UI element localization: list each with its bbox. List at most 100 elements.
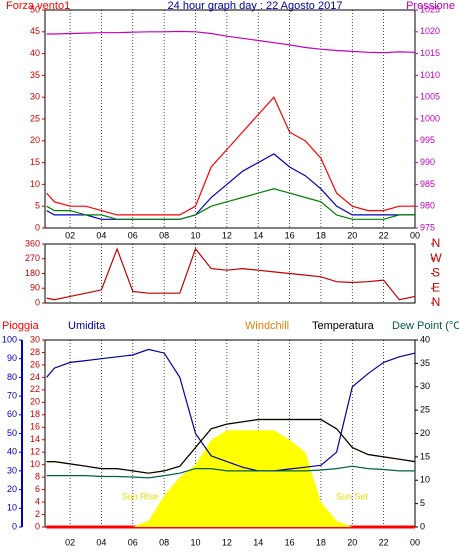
y-tick-label: 2	[35, 509, 40, 519]
x-tick-label: 08	[159, 230, 169, 240]
y2-tick-label: 10	[420, 475, 430, 485]
y-tick-label: 50	[30, 4, 40, 14]
y2-tick-label: E	[432, 280, 440, 294]
y3-tick-label: 20	[7, 484, 17, 494]
y-tick-label: 18	[30, 409, 40, 419]
x-tick-label: 00	[410, 537, 420, 547]
legend-label: Pressione	[406, 0, 455, 12]
line	[46, 465, 415, 479]
y2-tick-label: 15	[420, 451, 430, 461]
y-tick-label: 10	[30, 459, 40, 469]
line	[46, 153, 415, 220]
x-tick-label: 10	[191, 230, 201, 240]
x-tick-label: 20	[347, 230, 357, 240]
annotation: Sun Set	[336, 491, 369, 501]
y-tick-label: 0	[35, 521, 40, 531]
y2-tick-label: S	[432, 266, 440, 280]
y2-tick-label: 5	[420, 498, 425, 508]
y-tick-label: 0	[35, 222, 40, 232]
y2-tick-label: W	[430, 251, 442, 265]
y2-tick-label: 1015	[420, 48, 440, 58]
y2-tick-label: N	[432, 236, 441, 250]
x-tick-label: 06	[128, 230, 138, 240]
x-tick-label: 06	[128, 537, 138, 547]
y2-tick-label: 1000	[420, 113, 440, 123]
x-tick-label: 12	[222, 537, 232, 547]
y-tick-label: 26	[30, 359, 40, 369]
x-tick-label: 22	[379, 230, 389, 240]
y3-tick-label: 10	[7, 503, 17, 513]
x-tick-label: 00	[410, 230, 420, 240]
x-tick-label: 02	[65, 537, 75, 547]
y2-tick-label: N	[432, 295, 441, 309]
y-tick-label: 14	[30, 434, 40, 444]
y-tick-label: 90	[30, 283, 40, 293]
line	[46, 30, 416, 54]
x-tick-label: 16	[285, 537, 295, 547]
y3-tick-label: 90	[7, 353, 17, 363]
y3-tick-label: 30	[7, 465, 17, 475]
y2-tick-label: 35	[420, 358, 430, 368]
y3-tick-label: 50	[7, 428, 17, 438]
y3-tick-label: 100	[2, 334, 17, 344]
x-tick-label: 20	[347, 537, 357, 547]
x-tick-label: 04	[96, 230, 106, 240]
x-tick-label: 14	[253, 537, 263, 547]
x-tick-label: 22	[379, 537, 389, 547]
y-tick-label: 16	[30, 422, 40, 432]
x-tick-label: 18	[316, 230, 326, 240]
y-tick-label: 25	[30, 113, 40, 123]
y2-tick-label: 975	[420, 222, 435, 232]
x-tick-label: 04	[96, 537, 106, 547]
legend-label: Forza vento1	[6, 0, 70, 12]
y2-tick-label: 1005	[420, 92, 440, 102]
y3-tick-label: 40	[7, 447, 17, 457]
area	[46, 430, 415, 527]
y-tick-label: 4	[35, 496, 40, 506]
y2-tick-label: 25	[420, 405, 430, 415]
y-tick-label: 40	[30, 48, 40, 58]
y2-tick-label: 1010	[420, 70, 440, 80]
y-tick-label: 20	[30, 397, 40, 407]
y2-tick-label: 0	[420, 521, 425, 531]
y-tick-label: 35	[30, 70, 40, 80]
x-tick-label: 16	[285, 230, 295, 240]
y2-tick-label: 20	[420, 428, 430, 438]
y2-tick-label: 1025	[420, 4, 440, 14]
x-tick-label: 08	[159, 537, 169, 547]
x-tick-label: 10	[191, 537, 201, 547]
y-tick-label: 15	[30, 157, 40, 167]
y2-tick-label: 40	[420, 334, 430, 344]
y2-tick-label: 30	[420, 381, 430, 391]
line	[46, 96, 415, 216]
y-tick-label: 8	[35, 472, 40, 482]
x-tick-label: 18	[316, 537, 326, 547]
y2-tick-label: 1020	[420, 26, 440, 36]
y3-tick-label: 80	[7, 372, 17, 382]
legend-label: Windchill	[245, 320, 289, 332]
y-tick-label: 45	[30, 26, 40, 36]
y-tick-label: 360	[25, 238, 40, 248]
legend-label: Temperatura	[312, 320, 375, 332]
line	[46, 348, 416, 472]
y-tick-label: 30	[30, 334, 40, 344]
y-tick-label: 30	[30, 92, 40, 102]
y-tick-label: 5	[35, 201, 40, 211]
y2-tick-label: 990	[420, 157, 435, 167]
line	[46, 188, 415, 220]
x-tick-label: 02	[65, 230, 75, 240]
chart-title: 24 hour graph day : 22 Agosto 2017	[168, 0, 343, 12]
y-tick-label: 180	[25, 268, 40, 278]
y3-tick-label: 60	[7, 409, 17, 419]
y-tick-label: 24	[30, 372, 40, 382]
legend-label: Umidita	[68, 320, 106, 332]
y2-tick-label: 995	[420, 135, 435, 145]
y3-tick-label: 0	[12, 521, 17, 531]
legend-label: Dew Point (°C	[392, 320, 459, 332]
y-tick-label: 22	[30, 384, 40, 394]
y-tick-label: 270	[25, 253, 40, 263]
x-tick-label: 14	[253, 230, 263, 240]
y-tick-label: 0	[35, 297, 40, 307]
line	[46, 418, 416, 474]
